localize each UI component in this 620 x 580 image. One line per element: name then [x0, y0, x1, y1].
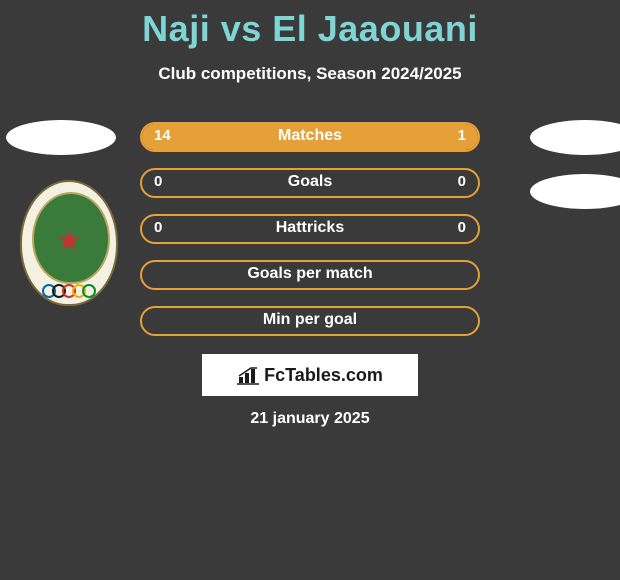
- stat-row: Hattricks0 0: [140, 214, 480, 246]
- stat-label: Goals: [140, 173, 480, 191]
- stat-value-left: 14: [154, 127, 171, 144]
- stat-value-left: 0: [154, 219, 162, 236]
- stat-label: Matches: [140, 127, 480, 145]
- page-title: Naji vs El Jaaouani: [0, 0, 620, 50]
- stat-value-right: 0: [458, 219, 466, 236]
- player-right-avatar-placeholder-1: [530, 120, 620, 155]
- bar-chart-icon: [237, 365, 261, 385]
- star-icon: ★: [56, 224, 81, 257]
- brand-text: FcTables.com: [264, 365, 383, 386]
- brand-attribution: FcTables.com: [202, 354, 418, 396]
- stats-comparison: Matches141Goals00Hattricks00Goals per ma…: [140, 122, 480, 352]
- page-subtitle: Club competitions, Season 2024/2025: [0, 64, 620, 84]
- player-left-avatar-placeholder: [6, 120, 116, 155]
- stat-row: Goals per match: [140, 260, 480, 292]
- stat-label: Min per goal: [140, 311, 480, 329]
- player-right-avatar-placeholder-2: [530, 174, 620, 209]
- stat-row: Min per goal: [140, 306, 480, 338]
- stat-row: Matches14 1: [140, 122, 480, 154]
- olympic-rings-icon: [42, 284, 96, 298]
- club-badge: ★: [20, 180, 118, 306]
- page-date: 21 january 2025: [0, 410, 620, 428]
- stat-row: Goals0 0: [140, 168, 480, 200]
- stat-label: Hattricks: [140, 219, 480, 237]
- stat-label: Goals per match: [140, 265, 480, 283]
- stat-value-left: 0: [154, 173, 162, 190]
- stat-value-right: 0: [458, 173, 466, 190]
- stat-value-right: 1: [458, 127, 466, 144]
